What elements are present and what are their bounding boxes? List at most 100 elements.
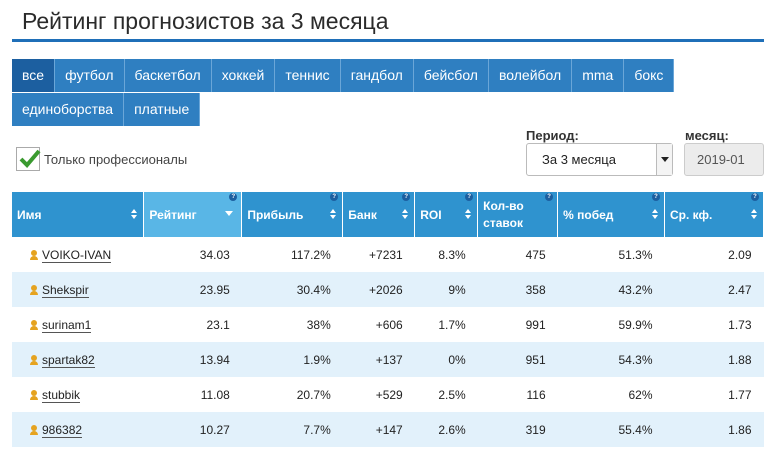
win-percent-cell: 62% [628, 387, 653, 402]
avg-odds-cell: 1.86 [664, 412, 764, 447]
profit-cell: 1.9% [241, 342, 343, 377]
profit-cell: 7.7% [241, 412, 343, 447]
avg-odds-cell: 2.47 [664, 272, 764, 307]
user-link[interactable]: Shekspir [42, 282, 89, 298]
user-link[interactable]: surinam1 [42, 317, 92, 333]
help-icon[interactable]: ? [545, 193, 554, 201]
user-link[interactable]: VOIKO-IVAN [42, 247, 112, 263]
avg-odds-cell: 1.88 [664, 342, 764, 377]
bets-cell: 116 [526, 387, 546, 402]
help-icon[interactable]: ? [330, 193, 339, 201]
bank-cell: +529 [375, 387, 403, 402]
col-bets-label: Кол-во ставок [483, 198, 524, 230]
col-avg-odds[interactable]: Ср. кф.? [664, 192, 764, 237]
sport-tabs: все футбол баскетбол хоккей теннис гандб… [12, 59, 732, 126]
bets-cell: 951 [477, 342, 558, 377]
sort-desc-icon [225, 211, 234, 216]
sort-icon [751, 209, 757, 220]
tab-volleyball[interactable]: волейбол [488, 59, 573, 92]
help-icon[interactable]: ? [402, 193, 411, 201]
bets-cell: 358 [477, 272, 558, 307]
help-icon[interactable]: ? [751, 193, 759, 201]
rating-cell: 11.08 [200, 387, 230, 402]
col-avg-odds-label: Ср. кф. [670, 207, 713, 222]
name-cell: surinam1 [12, 307, 144, 342]
rating-cell: 23.1 [206, 317, 230, 332]
col-name[interactable]: Имя [12, 192, 145, 237]
period-label: Период: [526, 128, 579, 143]
name-cell: 986382 [12, 412, 144, 447]
profit-cell: 20.7% [296, 387, 331, 402]
page-title: Рейтинг прогнозистов за 3 месяца [22, 8, 389, 34]
col-profit-label: Прибыль [247, 207, 304, 222]
tab-football[interactable]: футбол [55, 59, 125, 92]
pro-only-label: Только профессионалы [44, 151, 188, 167]
table-header-row: Имя Рейтинг? Прибыль? Банк? ROI? Кол-во … [12, 192, 764, 237]
col-bank-label: Банк [348, 207, 377, 222]
sort-icon [652, 209, 659, 220]
sort-icon [131, 209, 138, 220]
roi-cell: 8.3% [438, 247, 466, 262]
title-bar: Рейтинг прогнозистов за 3 месяца [12, 0, 764, 42]
roi-cell: 1.7% [438, 317, 466, 332]
tab-hockey[interactable]: хоккей [211, 59, 276, 92]
help-icon[interactable]: ? [465, 193, 474, 201]
month-label: месяц: [685, 128, 729, 143]
user-link[interactable]: stubbik [42, 387, 81, 403]
profit-cell: 30.4% [241, 272, 343, 307]
chevron-down-icon[interactable] [656, 144, 672, 175]
col-roi[interactable]: ROI? [414, 192, 479, 237]
bank-cell: +606 [375, 317, 403, 332]
user-icon [30, 425, 38, 436]
col-rating[interactable]: Рейтинг? [143, 192, 243, 237]
col-profit[interactable]: Прибыль? [241, 192, 344, 237]
roi-cell: 0% [414, 342, 478, 377]
col-bank[interactable]: Банк? [342, 192, 416, 237]
tab-baseball[interactable]: бейсбол [413, 59, 489, 92]
rating-table: Имя Рейтинг? Прибыль? Банк? ROI? Кол-во … [12, 192, 764, 447]
tab-martial-arts[interactable]: единоборства [12, 93, 125, 126]
checkmark-icon [19, 149, 41, 168]
win-percent-cell: 54.3% [557, 342, 665, 377]
profit-cell: 117.2% [290, 247, 331, 262]
col-roi-label: ROI [420, 207, 442, 222]
bets-cell: 319 [477, 412, 558, 447]
period-value: За 3 месяца [542, 152, 616, 167]
tab-tennis[interactable]: теннис [275, 59, 341, 92]
help-icon[interactable]: ? [229, 193, 238, 201]
bets-cell: 991 [525, 317, 546, 332]
tab-row-2: единоборства платные [12, 93, 732, 126]
tab-all[interactable]: все [12, 59, 56, 92]
user-icon [30, 285, 38, 296]
rating-cell: 23.95 [143, 272, 242, 307]
win-percent-cell: 43.2% [557, 272, 665, 307]
col-rating-label: Рейтинг [149, 207, 197, 222]
pro-only-checkbox[interactable] [16, 147, 41, 171]
name-cell: spartak82 [12, 342, 144, 377]
bank-cell: +147 [342, 412, 415, 447]
pro-only-filter[interactable]: Только профессионалы [16, 147, 187, 171]
user-link[interactable]: spartak82 [42, 352, 95, 368]
sort-icon [330, 209, 337, 220]
col-win-percent-label: % побед [563, 207, 614, 222]
col-bets[interactable]: Кол-во ставок? [477, 192, 559, 237]
period-select[interactable]: За 3 месяца [526, 143, 673, 176]
sort-icon [402, 209, 409, 220]
tab-handball[interactable]: гандбол [340, 59, 414, 92]
win-percent-cell: 51.3% [618, 247, 653, 262]
tab-basketball[interactable]: баскетбол [124, 59, 212, 92]
tab-boxing[interactable]: бокс [624, 59, 675, 92]
name-cell: VOIKO-IVAN [12, 237, 144, 272]
col-win-percent[interactable]: % побед? [557, 192, 666, 237]
user-link[interactable]: 986382 [42, 422, 83, 438]
help-icon[interactable]: ? [652, 193, 661, 201]
rating-cell: 13.94 [143, 342, 242, 377]
tab-mma[interactable]: mma [572, 59, 625, 92]
name-cell: Shekspir [12, 272, 144, 307]
profit-cell: 38% [306, 317, 331, 332]
tab-paid[interactable]: платные [124, 93, 201, 126]
rating-cell: 10.27 [143, 412, 242, 447]
month-value: 2019-01 [697, 152, 745, 167]
avg-odds-cell: 2.09 [728, 247, 752, 262]
